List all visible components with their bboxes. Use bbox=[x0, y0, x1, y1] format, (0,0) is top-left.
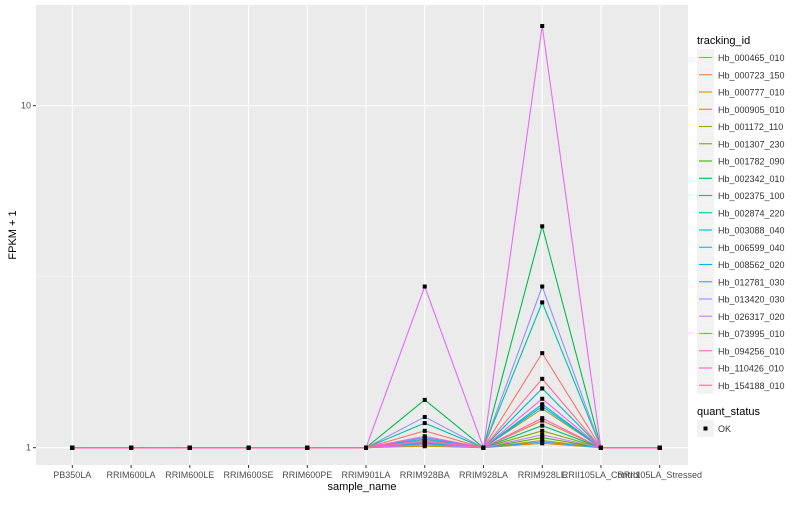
data-point bbox=[540, 416, 545, 421]
x-tick-label: RRIM600SE bbox=[224, 470, 274, 480]
legend-item: Hb_073995_010 bbox=[697, 325, 785, 342]
legend-label: Hb_000905_010 bbox=[718, 105, 785, 115]
x-tick-label: RRIM600LA bbox=[107, 470, 156, 480]
legend-item: Hb_013420_030 bbox=[697, 290, 785, 308]
legend-label: Hb_002874_220 bbox=[718, 208, 785, 218]
legend-item: Hb_006599_040 bbox=[697, 238, 785, 256]
data-point bbox=[422, 397, 427, 402]
x-tick-label: PB350LA bbox=[53, 470, 91, 480]
square-point-icon bbox=[703, 426, 708, 431]
data-point bbox=[540, 284, 545, 289]
legend: tracking_id Hb_000465_010 Hb_000723_150 Hb… bbox=[697, 35, 785, 437]
legend-item: Hb_002375_100 bbox=[697, 187, 785, 204]
data-point bbox=[305, 445, 310, 450]
legend-item: Hb_001307_230 bbox=[697, 135, 785, 153]
data-point bbox=[540, 432, 545, 437]
data-point bbox=[129, 445, 134, 450]
legend-label: Hb_006599_040 bbox=[718, 243, 785, 253]
legend-title: tracking_id bbox=[697, 35, 750, 47]
data-point bbox=[540, 386, 545, 391]
x-tick-label: RRII105LA_Stressed bbox=[617, 470, 702, 480]
data-point bbox=[422, 428, 427, 433]
legend-item: Hb_110426_010 bbox=[697, 359, 784, 377]
legend-item: Hb_154188_010 bbox=[697, 376, 785, 394]
legend-item: Hb_000465_010 bbox=[697, 49, 785, 66]
data-point bbox=[422, 284, 427, 289]
data-point bbox=[422, 414, 427, 419]
data-point bbox=[422, 421, 427, 426]
y-tick-label: 10 bbox=[21, 101, 31, 111]
x-tick-label: RRIM928LA bbox=[459, 470, 508, 480]
legend-item: Hb_003088_040 bbox=[697, 221, 785, 239]
legend-label: Hb_094256_010 bbox=[718, 346, 785, 356]
data-point bbox=[187, 445, 192, 450]
y-tick-label: 1 bbox=[26, 443, 31, 453]
data-point bbox=[540, 423, 545, 428]
data-point bbox=[657, 445, 662, 450]
legend-label: Hb_012781_030 bbox=[718, 277, 785, 287]
x-tick-label: RRIM901LA bbox=[341, 470, 390, 480]
legend-item: Hb_001782_090 bbox=[697, 152, 785, 170]
data-point bbox=[481, 445, 486, 450]
x-tick-label: RRIM600LE bbox=[165, 470, 214, 480]
data-point bbox=[540, 24, 545, 29]
data-point bbox=[422, 442, 427, 447]
legend-label: Hb_003088_040 bbox=[718, 226, 785, 236]
x-tick-label: RRIM928BA bbox=[400, 470, 450, 480]
legend-label: Hb_073995_010 bbox=[718, 329, 785, 339]
data-point bbox=[540, 402, 545, 407]
shape-legend-title: quant_status bbox=[697, 406, 760, 418]
y-axis-title: FPKM + 1 bbox=[7, 210, 19, 259]
legend-label: Hb_000465_010 bbox=[718, 53, 785, 63]
legend-item: Hb_000905_010 bbox=[697, 100, 785, 118]
data-point bbox=[540, 439, 545, 444]
legend-label: Hb_001172_110 bbox=[718, 122, 783, 132]
legend-item: Hb_026317_020 bbox=[697, 307, 785, 325]
data-point bbox=[540, 406, 545, 411]
x-tick-label: RRII105LA_Control bbox=[562, 470, 640, 480]
data-point bbox=[540, 224, 545, 229]
data-point bbox=[540, 428, 545, 433]
legend-label: Hb_002342_010 bbox=[718, 174, 785, 184]
legend-label: Hb_026317_020 bbox=[718, 312, 785, 322]
legend-item: Hb_000723_150 bbox=[697, 66, 785, 84]
legend-item: Hb_002874_220 bbox=[697, 204, 785, 222]
legend-label: Hb_000777_010 bbox=[718, 88, 785, 98]
legend-item: Hb_002342_010 bbox=[697, 169, 785, 187]
legend-label: Hb_000723_150 bbox=[718, 70, 785, 80]
data-point bbox=[364, 445, 368, 450]
legend-label: Hb_154188_010 bbox=[718, 381, 785, 391]
data-point bbox=[246, 445, 251, 450]
legend-label: Hb_001782_090 bbox=[718, 157, 785, 167]
data-point bbox=[540, 435, 545, 440]
data-point bbox=[422, 434, 427, 439]
legend-label: Hb_001307_230 bbox=[718, 139, 785, 149]
data-point bbox=[540, 404, 545, 409]
legend-item: Hb_094256_010 bbox=[697, 342, 785, 360]
legend-label: Hb_008562_020 bbox=[718, 260, 785, 270]
legend-label: Hb_110426_010 bbox=[718, 364, 784, 374]
data-point bbox=[422, 438, 427, 443]
data-point bbox=[540, 300, 545, 305]
legend-item: Hb_012781_030 bbox=[697, 273, 785, 291]
data-point bbox=[598, 445, 603, 450]
plot-panel bbox=[36, 5, 688, 465]
shape-legend-label: OK bbox=[718, 424, 731, 434]
x-axis-title: sample_name bbox=[327, 481, 396, 493]
legend-label: Hb_002375_100 bbox=[718, 191, 785, 201]
x-tick-label: RRIM928LE bbox=[518, 470, 567, 480]
legend-label: Hb_013420_030 bbox=[718, 295, 785, 305]
legend-item: Hb_008562_020 bbox=[697, 256, 785, 273]
data-point bbox=[540, 351, 545, 356]
data-point bbox=[540, 396, 545, 401]
x-tick-label: RRIM600PE bbox=[282, 470, 332, 480]
data-point bbox=[540, 418, 545, 423]
data-point bbox=[540, 376, 545, 381]
legend-item: Hb_000777_010 bbox=[697, 83, 785, 101]
legend-item: Hb_001172_110 bbox=[697, 118, 783, 135]
data-point bbox=[70, 445, 75, 450]
